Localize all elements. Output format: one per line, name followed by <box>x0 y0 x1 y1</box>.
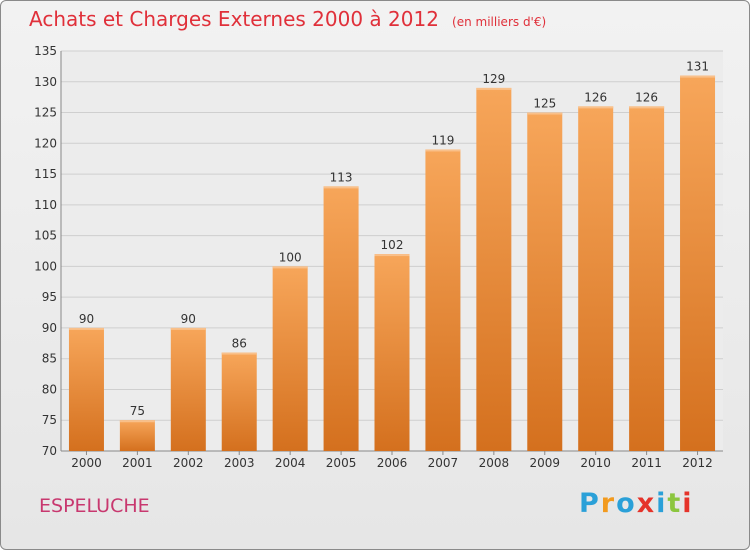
x-tick-label: 2002 <box>173 456 204 470</box>
value-label: 126 <box>584 90 607 104</box>
bar-2007 <box>425 149 461 451</box>
logo-letter: i <box>682 488 694 519</box>
bar-highlight <box>119 420 155 423</box>
logo-letter: r <box>600 488 617 519</box>
logo-letter: t <box>667 488 683 519</box>
bar-highlight <box>272 266 308 269</box>
logo-letter: P <box>579 488 601 519</box>
y-tick-label: 125 <box>34 106 57 120</box>
y-tick-label: 75 <box>42 413 57 427</box>
bar-2001 <box>119 420 155 451</box>
y-tick-label: 80 <box>42 382 57 396</box>
bar-highlight <box>578 106 614 109</box>
y-tick-label: 135 <box>34 44 57 58</box>
bar-2003 <box>221 352 257 451</box>
place-name: ESPELUCHE <box>39 495 150 517</box>
bar-highlight <box>527 112 563 115</box>
bar-2009 <box>527 112 563 452</box>
x-tick-label: 2000 <box>71 456 102 470</box>
x-tick-label: 2009 <box>529 456 560 470</box>
value-label: 125 <box>533 97 556 111</box>
x-tick-label: 2003 <box>224 456 255 470</box>
labels: 70 75 80 85 90 95 100 105 110 115 120 125 130 135 90 20… <box>34 44 713 470</box>
y-tick-label: 90 <box>42 321 57 335</box>
bar-highlight <box>170 327 206 330</box>
x-tick-label: 2005 <box>326 456 357 470</box>
logo-letter: x <box>636 488 657 519</box>
bar-2000 <box>68 327 104 451</box>
bar-2002 <box>170 327 206 451</box>
x-tick-label: 2001 <box>122 456 153 470</box>
x-tick-label: 2006 <box>377 456 408 470</box>
value-label: 126 <box>635 90 658 104</box>
bar-highlight <box>476 87 512 90</box>
chart-title: Achats et Charges Externes 2000 à 2012 <box>29 7 439 31</box>
y-tick-label: 115 <box>34 167 57 181</box>
bars <box>68 75 716 452</box>
value-label: 102 <box>381 238 404 252</box>
bar-highlight <box>425 149 461 152</box>
logo-letter: o <box>616 488 637 519</box>
bar-highlight <box>629 106 665 109</box>
y-tick-label: 95 <box>42 290 57 304</box>
bar-2005 <box>323 186 359 451</box>
bar-2004 <box>272 266 308 451</box>
x-tick-label: 2008 <box>479 456 510 470</box>
x-tick-label: 2011 <box>631 456 662 470</box>
chart-subtitle: (en milliers d'€) <box>452 15 547 29</box>
bar-highlight <box>68 327 104 330</box>
value-label: 129 <box>482 72 505 86</box>
bar-2006 <box>374 254 410 451</box>
y-tick-label: 85 <box>42 352 57 366</box>
value-label: 100 <box>279 250 302 264</box>
bar-2012 <box>680 75 716 451</box>
x-tick-label: 2007 <box>428 456 459 470</box>
y-tick-label: 110 <box>34 198 57 212</box>
bar-highlight <box>323 186 359 189</box>
bar-highlight <box>374 254 410 257</box>
x-tick-label: 2012 <box>682 456 713 470</box>
bar-2008 <box>476 87 512 451</box>
value-label: 113 <box>330 170 353 184</box>
value-label: 90 <box>181 312 196 326</box>
y-tick-label: 105 <box>34 229 57 243</box>
title-row: Achats et Charges Externes 2000 à 2012 (… <box>29 7 546 31</box>
x-tick-label: 2010 <box>580 456 611 470</box>
value-label: 131 <box>686 60 709 74</box>
value-label: 90 <box>79 312 94 326</box>
bar-highlight <box>680 75 716 78</box>
bar-highlight <box>221 352 257 355</box>
y-tick-label: 100 <box>34 259 57 273</box>
bar-2010 <box>578 106 614 451</box>
y-tick-label: 120 <box>34 136 57 150</box>
value-label: 75 <box>130 404 145 418</box>
y-tick-label: 130 <box>34 75 57 89</box>
proxiti-logo: Proxiti <box>579 488 694 519</box>
value-label: 119 <box>431 133 454 147</box>
logo-letter: i <box>656 488 668 519</box>
x-tick-label: 2004 <box>275 456 306 470</box>
y-tick-label: 70 <box>42 444 57 458</box>
bar-2011 <box>629 106 665 451</box>
value-label: 86 <box>232 337 247 351</box>
